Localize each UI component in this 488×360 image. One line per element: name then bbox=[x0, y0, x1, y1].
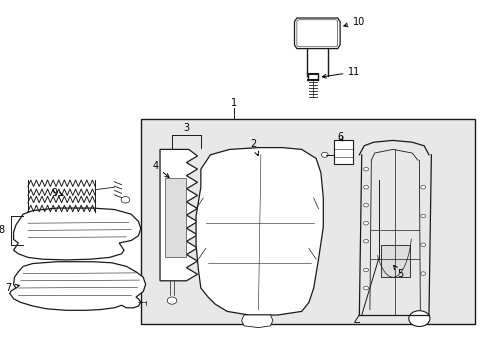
Circle shape bbox=[363, 185, 367, 189]
Text: 7: 7 bbox=[5, 283, 20, 293]
Polygon shape bbox=[241, 315, 272, 328]
Circle shape bbox=[363, 167, 367, 171]
Polygon shape bbox=[10, 262, 145, 310]
Text: 6: 6 bbox=[336, 132, 343, 142]
Polygon shape bbox=[294, 18, 340, 49]
Text: 10: 10 bbox=[343, 17, 365, 27]
Bar bbox=[380, 245, 409, 277]
Text: 2: 2 bbox=[250, 139, 258, 156]
Bar bbox=[141, 119, 474, 324]
Text: 11: 11 bbox=[322, 67, 360, 78]
Circle shape bbox=[321, 152, 327, 157]
Bar bbox=[334, 140, 352, 164]
Text: 9: 9 bbox=[51, 188, 63, 198]
Text: 1: 1 bbox=[231, 98, 237, 108]
Circle shape bbox=[363, 286, 367, 290]
Circle shape bbox=[420, 272, 425, 275]
Text: 3: 3 bbox=[183, 123, 189, 133]
Bar bbox=[164, 178, 186, 257]
Circle shape bbox=[363, 203, 367, 207]
Circle shape bbox=[408, 311, 429, 327]
Text: 5: 5 bbox=[393, 265, 403, 279]
Circle shape bbox=[121, 197, 129, 203]
Text: 4: 4 bbox=[152, 161, 169, 177]
Circle shape bbox=[420, 214, 425, 218]
Polygon shape bbox=[14, 208, 141, 260]
Circle shape bbox=[363, 239, 367, 243]
Text: 8: 8 bbox=[0, 225, 4, 235]
Polygon shape bbox=[196, 148, 323, 315]
Polygon shape bbox=[160, 149, 197, 281]
Circle shape bbox=[420, 243, 425, 247]
Circle shape bbox=[363, 221, 367, 225]
Circle shape bbox=[167, 297, 177, 304]
Circle shape bbox=[420, 185, 425, 189]
Circle shape bbox=[363, 268, 367, 272]
